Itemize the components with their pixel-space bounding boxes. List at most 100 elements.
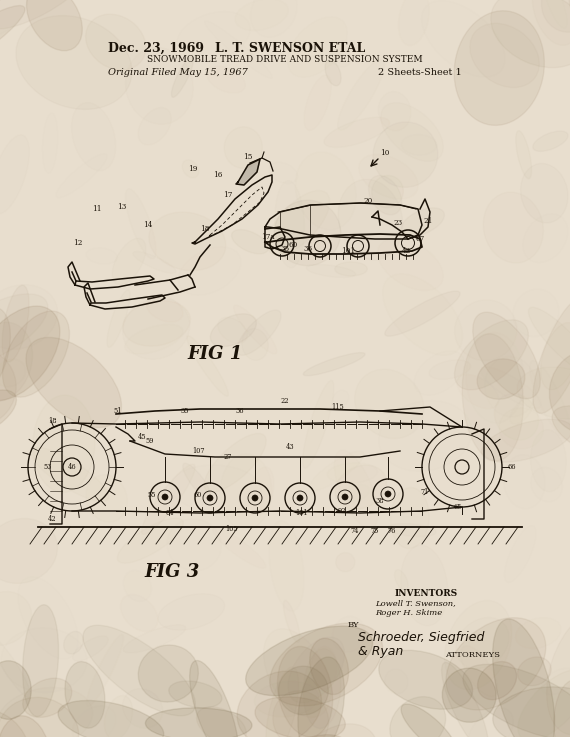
Polygon shape: [236, 159, 260, 185]
Text: 105: 105: [226, 525, 238, 533]
Text: 67: 67: [416, 235, 425, 243]
Ellipse shape: [237, 671, 321, 737]
Ellipse shape: [462, 334, 523, 461]
Ellipse shape: [477, 359, 525, 399]
Text: FIG 3: FIG 3: [144, 563, 200, 581]
Text: 38: 38: [376, 497, 384, 505]
Text: 17a: 17a: [261, 233, 275, 241]
Ellipse shape: [478, 662, 516, 699]
Ellipse shape: [83, 625, 196, 716]
Ellipse shape: [2, 311, 70, 397]
Circle shape: [385, 491, 391, 497]
Ellipse shape: [210, 314, 256, 346]
Text: 23: 23: [393, 219, 402, 227]
Ellipse shape: [518, 657, 551, 685]
Text: Original Filed May 15, 1967: Original Filed May 15, 1967: [108, 68, 248, 77]
Ellipse shape: [273, 691, 329, 737]
Text: 11: 11: [92, 205, 102, 213]
Ellipse shape: [0, 697, 79, 737]
Ellipse shape: [123, 301, 190, 346]
Ellipse shape: [0, 716, 51, 737]
Text: 107: 107: [192, 447, 204, 455]
Ellipse shape: [303, 352, 365, 376]
Ellipse shape: [283, 601, 300, 643]
Ellipse shape: [0, 661, 31, 719]
Text: 84: 84: [166, 509, 174, 517]
Ellipse shape: [33, 395, 95, 492]
Text: 42: 42: [401, 247, 410, 255]
Ellipse shape: [549, 350, 570, 433]
Ellipse shape: [454, 320, 528, 390]
Text: ATTORNEYS: ATTORNEYS: [445, 651, 500, 659]
Ellipse shape: [298, 657, 344, 737]
Text: 74: 74: [351, 527, 359, 535]
Text: 59: 59: [146, 437, 154, 445]
Ellipse shape: [278, 646, 333, 737]
Text: & Ryan: & Ryan: [358, 645, 403, 658]
Text: 42: 42: [48, 515, 56, 523]
Ellipse shape: [204, 433, 266, 492]
Ellipse shape: [491, 0, 570, 68]
Ellipse shape: [172, 57, 193, 97]
Ellipse shape: [335, 465, 386, 509]
Ellipse shape: [255, 696, 345, 737]
Ellipse shape: [310, 638, 349, 694]
Text: SNOWMOBILE TREAD DRIVE AND SUSPENSION SYSTEM: SNOWMOBILE TREAD DRIVE AND SUSPENSION SY…: [147, 55, 423, 64]
Ellipse shape: [23, 678, 72, 717]
Text: 53: 53: [44, 463, 52, 471]
Ellipse shape: [0, 6, 25, 78]
Text: 60: 60: [194, 491, 202, 499]
Text: 76: 76: [388, 527, 396, 535]
Text: 35: 35: [280, 245, 290, 253]
Ellipse shape: [58, 700, 164, 737]
Text: 55: 55: [148, 491, 156, 499]
Ellipse shape: [442, 668, 496, 722]
Ellipse shape: [337, 59, 384, 130]
Text: FIG 1: FIG 1: [188, 345, 243, 363]
Ellipse shape: [190, 660, 239, 737]
Text: 66: 66: [508, 463, 516, 471]
Ellipse shape: [0, 710, 30, 737]
Text: 60: 60: [288, 241, 298, 249]
Circle shape: [297, 495, 303, 501]
Text: 12: 12: [74, 239, 83, 247]
Ellipse shape: [473, 312, 540, 399]
Text: 27: 27: [224, 453, 232, 461]
Ellipse shape: [267, 191, 329, 255]
Ellipse shape: [518, 670, 570, 737]
Text: 45: 45: [138, 433, 146, 441]
Circle shape: [342, 494, 348, 500]
Ellipse shape: [401, 704, 457, 737]
Ellipse shape: [542, 0, 570, 32]
Ellipse shape: [231, 230, 268, 254]
Circle shape: [252, 495, 258, 501]
Ellipse shape: [86, 14, 146, 70]
Text: 36: 36: [303, 245, 312, 253]
Ellipse shape: [23, 605, 59, 716]
Ellipse shape: [379, 650, 473, 709]
Text: 51: 51: [114, 407, 122, 415]
Text: INVENTORS: INVENTORS: [395, 589, 458, 598]
Ellipse shape: [197, 707, 246, 737]
Ellipse shape: [270, 623, 382, 706]
Ellipse shape: [125, 324, 183, 354]
Ellipse shape: [27, 0, 82, 51]
Text: 65: 65: [454, 503, 462, 511]
Text: 22: 22: [281, 397, 289, 405]
Text: 43: 43: [286, 443, 294, 451]
Circle shape: [162, 494, 168, 500]
Ellipse shape: [463, 664, 570, 737]
Ellipse shape: [492, 619, 555, 737]
Text: 21: 21: [424, 217, 433, 225]
Ellipse shape: [268, 735, 351, 737]
Text: 15: 15: [243, 153, 253, 161]
Text: Dec. 23, 1969: Dec. 23, 1969: [108, 42, 204, 55]
Ellipse shape: [274, 200, 341, 265]
Text: 101: 101: [341, 247, 355, 255]
Text: 14: 14: [143, 221, 153, 229]
Ellipse shape: [454, 11, 544, 125]
Text: 17: 17: [223, 191, 233, 199]
Ellipse shape: [26, 338, 121, 427]
Text: BY: BY: [348, 621, 360, 629]
Circle shape: [207, 495, 213, 501]
